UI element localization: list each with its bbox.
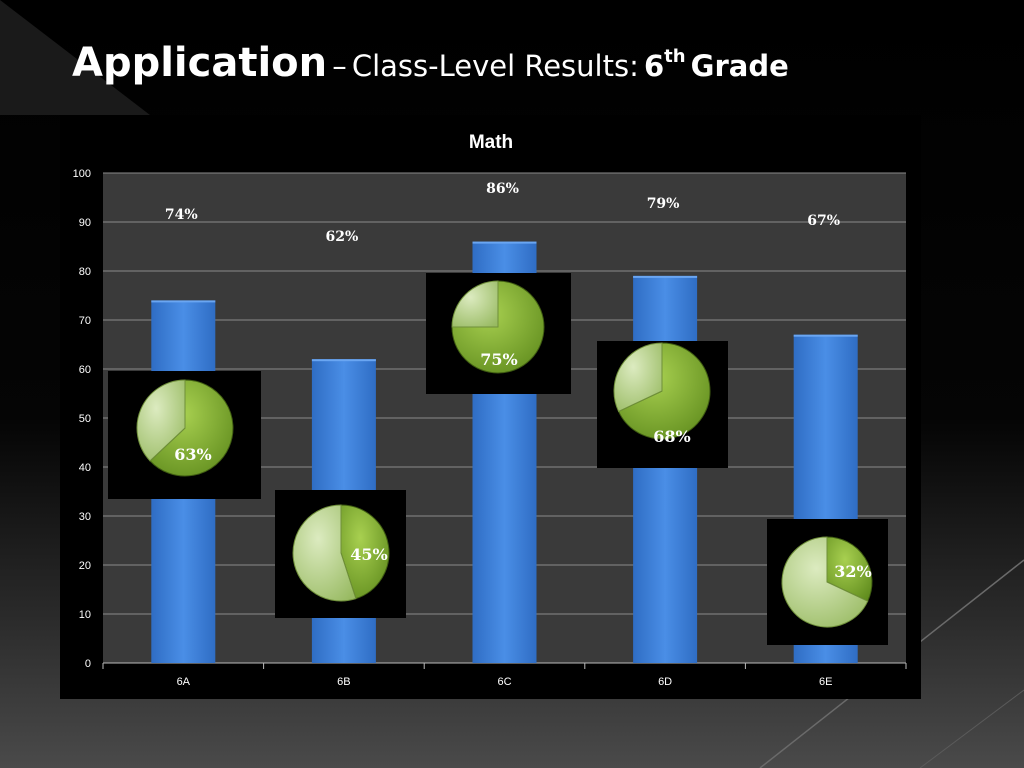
bar-top-highlight — [793, 334, 858, 337]
x-tick-label: 6E — [819, 676, 832, 688]
bar-top-highlight — [633, 275, 698, 278]
bar-value-label: 67% — [807, 213, 840, 229]
bar-value-label: 79% — [647, 196, 680, 212]
pie-label: 45% — [350, 545, 387, 564]
pie-slice-value — [149, 379, 234, 477]
x-tick-label: 6D — [658, 676, 672, 688]
pie-slice-remainder — [781, 536, 869, 628]
pie-label: 32% — [834, 562, 871, 581]
chart-panel: 0 10 20 30 40 50 60 70 80 90 100 6A 6B 6C 6D 6E 74% 62% 86… — [60, 115, 921, 699]
bar-chart: 0 10 20 30 40 50 60 70 80 90 100 6A 6B 6C 6D 6E 74% 62% 86… — [73, 132, 907, 688]
pie-slice-remainder — [613, 342, 663, 413]
pie-slice-value — [826, 536, 873, 602]
x-tick-label: 6C — [497, 676, 511, 688]
title-sub: Class-Level Results: — [351, 49, 639, 83]
y-tick-label: 30 — [79, 511, 91, 523]
y-tick-label: 100 — [73, 168, 91, 180]
title-grade-number: 6 — [643, 49, 665, 83]
x-tick-label: 6A — [177, 676, 191, 688]
y-tick-label: 40 — [79, 462, 91, 474]
title-main: Application — [72, 40, 328, 86]
pie-label: 75% — [480, 350, 517, 369]
pie-slice-value — [617, 342, 711, 440]
bar-value-label: 74% — [165, 207, 198, 223]
y-tick-label: 80 — [79, 266, 91, 278]
pie-slice-value — [340, 504, 390, 600]
pie-slice-remainder — [292, 504, 357, 602]
pie-slice-remainder — [136, 379, 186, 462]
bar-value-label: 86% — [486, 181, 519, 197]
pie-label: 68% — [653, 427, 690, 446]
y-tick-label: 90 — [79, 217, 91, 229]
y-tick-label: 50 — [79, 413, 91, 425]
title-grade-word: Grade — [690, 49, 789, 83]
bar-top-highlight — [311, 359, 376, 362]
y-tick-label: 60 — [79, 364, 91, 376]
x-tick-label: 6B — [337, 676, 350, 688]
bar-top-highlight — [151, 300, 216, 303]
title-dash: – — [332, 49, 347, 83]
y-tick-label: 10 — [79, 609, 91, 621]
chart-title: Math — [469, 132, 513, 153]
y-tick-label: 70 — [79, 315, 91, 327]
bar-6d — [633, 275, 698, 663]
title-grade-superscript: th — [664, 46, 686, 67]
bar-top-highlight — [472, 241, 537, 244]
pie-slice-remainder — [451, 280, 499, 328]
y-tick-label: 0 — [85, 658, 91, 670]
pie-label: 63% — [174, 445, 211, 464]
bar-value-label: 62% — [326, 229, 359, 245]
slide-title: Application – Class-Level Results: 6th G… — [72, 40, 789, 86]
y-tick-label: 20 — [79, 560, 91, 572]
